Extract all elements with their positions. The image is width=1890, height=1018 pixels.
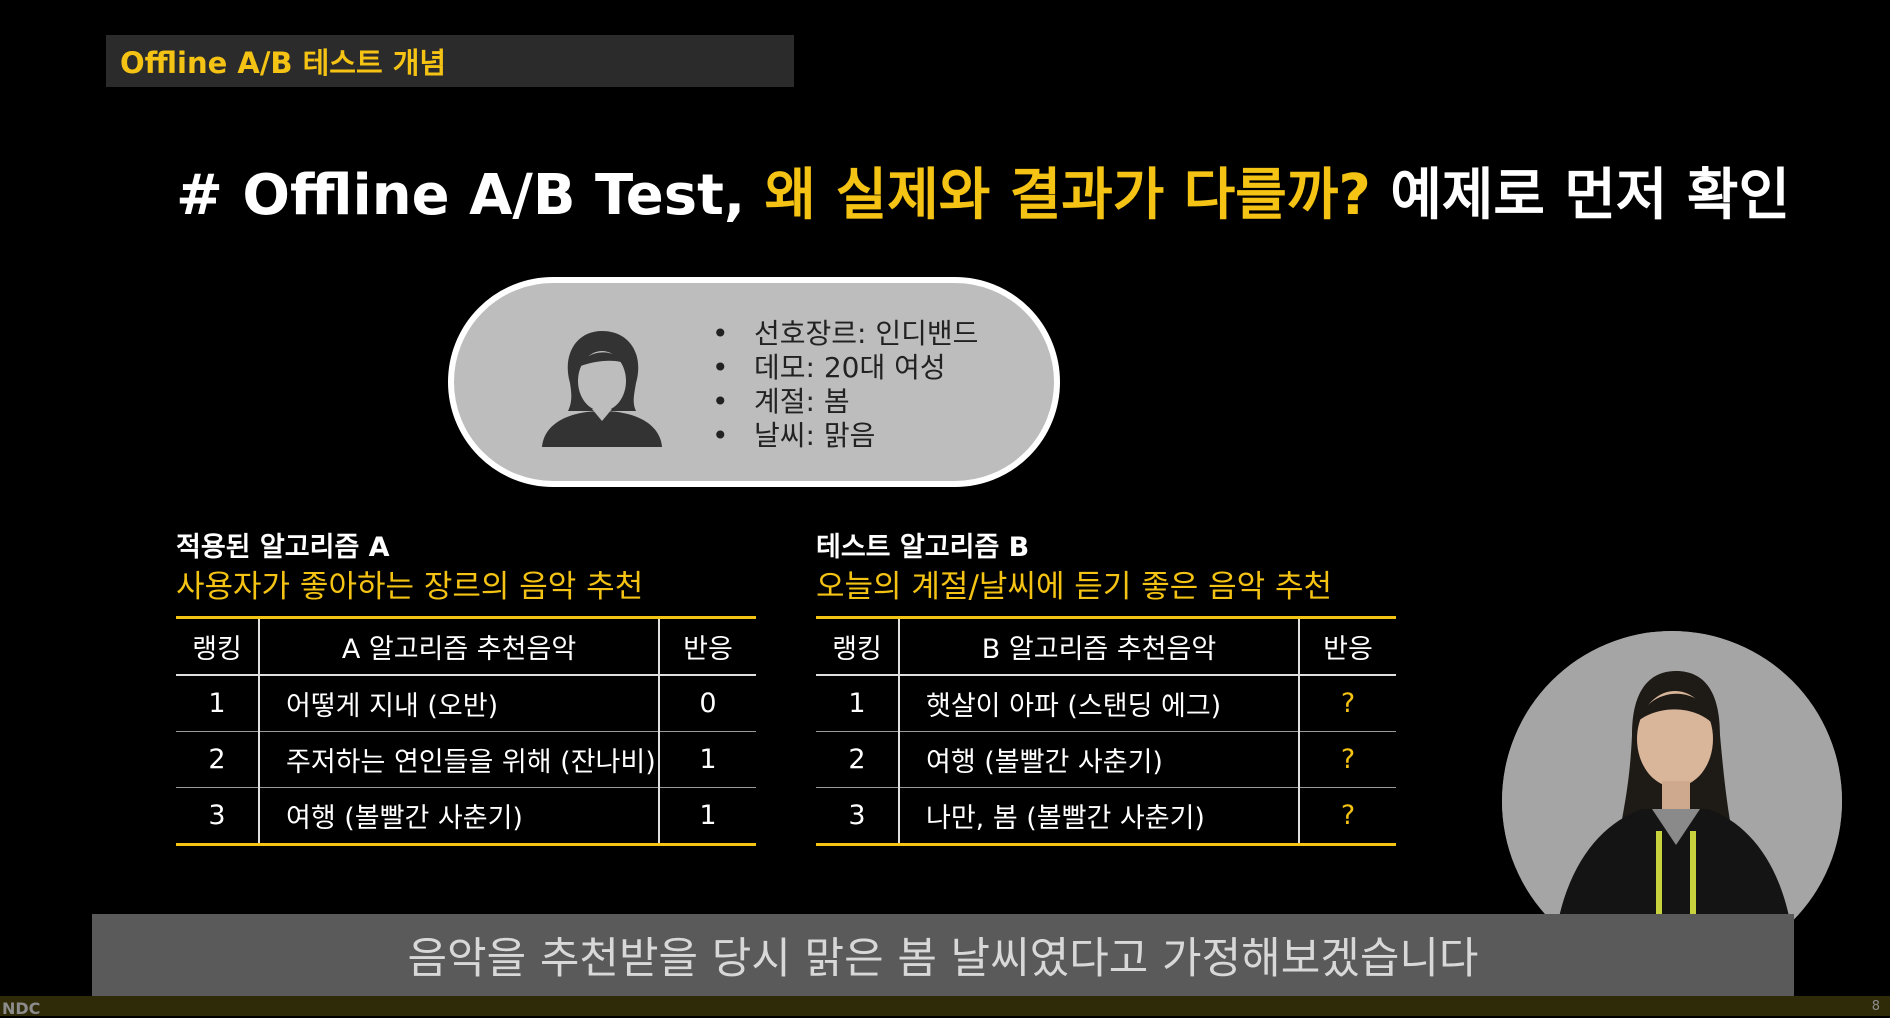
header-song: A 알고리즘 추천음악	[259, 617, 660, 676]
profile-attribute: 날씨: 맑음	[710, 419, 978, 453]
header-response: 반응	[659, 617, 756, 676]
header-response: 반응	[1299, 617, 1396, 676]
algorithm-b-table: 랭킹 B 알고리즘 추천음악 반응 1 햇살이 아파 (스탠딩 에그) ? 2 …	[816, 616, 1396, 846]
song-cell: 여행 (볼빨간 사춘기)	[259, 787, 660, 845]
table-row: 1 햇살이 아파 (스탠딩 에그) ?	[816, 675, 1396, 732]
rank-cell: 1	[816, 675, 900, 732]
woman-user-icon	[542, 331, 662, 447]
caption-text: 음악을 추천받을 당시 맑은 봄 날씨였다고 가정해보겠습니다	[407, 934, 1479, 984]
algorithm-b-panel: 테스트 알고리즘 B 오늘의 계절/날씨에 듣기 좋은 음악 추천 랭킹 B 알…	[816, 530, 1396, 846]
slide-headline: # Offline A/B Test, 왜 실제와 결과가 다를까? 예제로 먼…	[176, 150, 1790, 231]
table-row: 1 어떻게 지내 (오반) 0	[176, 675, 756, 732]
headline-highlight: 왜 실제와 결과가 다를까?	[764, 163, 1371, 228]
user-profile-card: 선호장르: 인디밴드 데모: 20대 여성 계절: 봄 날씨: 맑음	[448, 277, 1060, 487]
rank-cell: 3	[816, 787, 900, 845]
header-song: B 알고리즘 추천음악	[899, 617, 1300, 676]
page-number: 8	[1871, 999, 1880, 1014]
ndc-logo: NDC	[2, 999, 41, 1018]
rank-cell: 2	[176, 731, 260, 788]
song-cell: 주저하는 연인들을 위해 (잔나비)	[259, 731, 660, 788]
response-cell: 1	[699, 800, 717, 831]
headline-prefix: # Offline A/B Test,	[176, 163, 765, 228]
profile-attribute: 선호장르: 인디밴드	[710, 317, 978, 351]
profile-attribute-list: 선호장르: 인디밴드 데모: 20대 여성 계절: 봄 날씨: 맑음	[710, 317, 978, 453]
headline-suffix: 예제로 먼저 확인	[1370, 163, 1790, 228]
algorithm-b-title: 테스트 알고리즘 B	[816, 532, 1030, 563]
table-row: 3 나만, 봄 (볼빨간 사춘기) ?	[816, 787, 1396, 845]
song-cell: 여행 (볼빨간 사춘기)	[899, 731, 1300, 788]
section-tag: Offline A/B 테스트 개념	[106, 35, 794, 87]
algorithm-a-subtitle: 사용자가 좋아하는 장르의 음악 추천	[176, 569, 644, 605]
algorithm-a-panel: 적용된 알고리즘 A 사용자가 좋아하는 장르의 음악 추천 랭킹 A 알고리즘…	[176, 530, 756, 846]
song-cell: 나만, 봄 (볼빨간 사춘기)	[899, 787, 1300, 845]
profile-attribute: 계절: 봄	[710, 385, 978, 419]
algorithm-b-subtitle: 오늘의 계절/날씨에 듣기 좋은 음악 추천	[816, 569, 1333, 605]
rank-cell: 3	[176, 787, 260, 845]
footer-strip	[0, 996, 1890, 1016]
profile-attribute: 데모: 20대 여성	[710, 351, 978, 385]
response-cell: ?	[1299, 675, 1396, 732]
response-cell: 0	[659, 675, 756, 732]
table-row: 2 주저하는 연인들을 위해 (잔나비) 1	[176, 731, 756, 788]
algorithm-a-title: 적용된 알고리즘 A	[176, 532, 390, 563]
rank-cell: 1	[176, 675, 260, 732]
rank-cell: 2	[816, 731, 900, 788]
caption-bar: 음악을 추천받을 당시 맑은 봄 날씨였다고 가정해보겠습니다	[92, 914, 1794, 996]
algorithm-a-table: 랭킹 A 알고리즘 추천음악 반응 1 어떻게 지내 (오반) 0 2 주저하는…	[176, 616, 756, 846]
response-cell: ?	[1340, 800, 1356, 831]
table-row: 2 여행 (볼빨간 사춘기) ?	[816, 731, 1396, 788]
header-rank: 랭킹	[176, 617, 260, 676]
response-cell: ?	[1299, 731, 1396, 788]
header-rank: 랭킹	[816, 617, 900, 676]
song-cell: 햇살이 아파 (스탠딩 에그)	[899, 675, 1300, 732]
song-cell: 어떻게 지내 (오반)	[259, 675, 660, 732]
response-cell: 1	[659, 731, 756, 788]
table-row: 3 여행 (볼빨간 사춘기) 1	[176, 787, 756, 845]
